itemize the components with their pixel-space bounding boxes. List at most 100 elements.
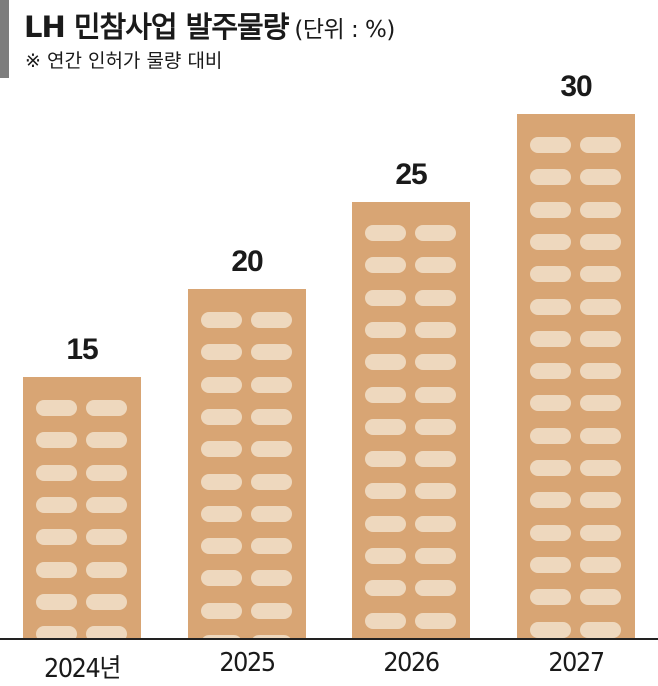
- window-decoration: [415, 257, 456, 273]
- window-decoration: [530, 266, 571, 282]
- window-decoration: [251, 635, 292, 639]
- window-decoration: [415, 290, 456, 306]
- chart-subtitle: ※ 연간 인허가 물량 대비: [25, 50, 223, 72]
- x-axis-baseline: [0, 638, 658, 640]
- value-label: 25: [395, 158, 427, 191]
- window-decoration: [415, 548, 456, 564]
- window-decoration: [201, 635, 242, 639]
- window-decoration: [580, 363, 621, 379]
- window-decoration: [86, 529, 127, 545]
- x-axis-label: 2025: [219, 648, 276, 678]
- window-decoration: [251, 377, 292, 393]
- window-decoration: [530, 202, 571, 218]
- window-decoration: [36, 626, 77, 639]
- window-decoration: [365, 548, 406, 564]
- window-decoration: [365, 483, 406, 499]
- window-decoration: [36, 562, 77, 578]
- window-decoration: [530, 137, 571, 153]
- window-decoration: [365, 290, 406, 306]
- window-decoration: [36, 400, 77, 416]
- window-decoration: [201, 603, 242, 619]
- window-decoration: [251, 312, 292, 328]
- window-decoration: [365, 419, 406, 435]
- window-decoration: [36, 465, 77, 481]
- window-decoration: [530, 525, 571, 541]
- window-decoration: [201, 441, 242, 457]
- bar-3: [517, 114, 635, 639]
- window-decoration: [36, 497, 77, 513]
- chart-unit: (단위 : %): [294, 17, 395, 43]
- window-decoration: [201, 344, 242, 360]
- window-decoration: [86, 432, 127, 448]
- window-decoration: [201, 312, 242, 328]
- window-decoration: [365, 225, 406, 241]
- bar-0: [23, 377, 141, 639]
- title-accent-bar: [0, 0, 9, 78]
- window-decoration: [415, 387, 456, 403]
- window-decoration: [36, 594, 77, 610]
- window-decoration: [86, 626, 127, 639]
- window-decoration: [86, 497, 127, 513]
- window-decoration: [580, 299, 621, 315]
- window-decoration: [201, 538, 242, 554]
- window-decoration: [580, 589, 621, 605]
- window-decoration: [86, 594, 127, 610]
- window-decoration: [201, 570, 242, 586]
- window-decoration: [415, 516, 456, 532]
- window-decoration: [251, 506, 292, 522]
- window-decoration: [580, 492, 621, 508]
- window-decoration: [251, 409, 292, 425]
- window-decoration: [415, 419, 456, 435]
- window-decoration: [530, 622, 571, 638]
- window-decoration: [580, 460, 621, 476]
- window-decoration: [36, 432, 77, 448]
- window-decoration: [530, 234, 571, 250]
- window-decoration: [201, 474, 242, 490]
- window-decoration: [415, 483, 456, 499]
- window-decoration: [365, 387, 406, 403]
- window-decoration: [415, 451, 456, 467]
- window-decoration: [530, 395, 571, 411]
- window-decoration: [251, 603, 292, 619]
- x-axis-label: 2024년: [44, 654, 121, 684]
- window-decoration: [580, 331, 621, 347]
- window-decoration: [530, 492, 571, 508]
- window-decoration: [415, 322, 456, 338]
- window-decoration: [580, 169, 621, 185]
- chart-title-main: LH 민참사업 발주물량: [24, 10, 289, 44]
- window-decoration: [580, 557, 621, 573]
- window-decoration: [365, 451, 406, 467]
- window-decoration: [365, 322, 406, 338]
- window-decoration: [365, 580, 406, 596]
- value-label: 15: [66, 333, 98, 366]
- window-decoration: [530, 331, 571, 347]
- window-decoration: [580, 234, 621, 250]
- window-decoration: [201, 377, 242, 393]
- window-decoration: [415, 580, 456, 596]
- window-decoration: [365, 354, 406, 370]
- chart-title: LH 민참사업 발주물량 (단위 : %): [24, 4, 395, 46]
- window-decoration: [530, 169, 571, 185]
- window-decoration: [530, 363, 571, 379]
- window-decoration: [251, 441, 292, 457]
- window-decoration: [251, 570, 292, 586]
- window-decoration: [415, 225, 456, 241]
- window-decoration: [36, 529, 77, 545]
- window-decoration: [580, 137, 621, 153]
- window-decoration: [530, 460, 571, 476]
- window-decoration: [530, 428, 571, 444]
- window-decoration: [201, 506, 242, 522]
- window-decoration: [251, 538, 292, 554]
- window-decoration: [415, 613, 456, 629]
- value-label: 20: [231, 245, 263, 278]
- value-label: 30: [560, 70, 592, 103]
- window-decoration: [86, 562, 127, 578]
- window-decoration: [530, 589, 571, 605]
- window-decoration: [415, 354, 456, 370]
- x-axis-label: 2026: [383, 648, 440, 678]
- window-decoration: [365, 516, 406, 532]
- window-decoration: [530, 557, 571, 573]
- window-decoration: [251, 344, 292, 360]
- bar-2: [352, 202, 470, 639]
